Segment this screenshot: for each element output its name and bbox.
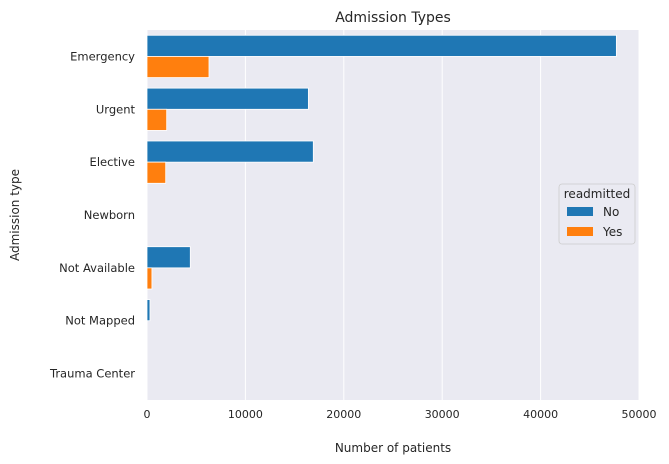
chart-title: Admission Types: [335, 10, 451, 26]
bar: [146, 56, 210, 78]
x-tick-label: 30000: [425, 408, 460, 421]
y-axis-label: Admission type: [8, 169, 22, 261]
y-tick-label: Newborn: [84, 208, 135, 222]
legend-label: Yes: [602, 225, 622, 239]
x-axis-label: Number of patients: [335, 441, 451, 455]
x-tick-label: 40000: [523, 408, 558, 421]
bar: [146, 108, 168, 131]
legend-label: No: [603, 205, 619, 219]
legend: readmitted No Yes: [558, 183, 636, 245]
bar: [146, 161, 167, 184]
y-tick-label: Not Mapped: [65, 314, 135, 328]
legend-swatch: [567, 207, 593, 216]
bar: [146, 34, 617, 57]
x-tick-labels: 0 10000 20000 30000 40000 50000: [144, 408, 657, 421]
bar: [146, 246, 191, 269]
x-tick-label: 0: [144, 408, 151, 421]
bars-group: [146, 34, 617, 322]
y-tick-label: Elective: [90, 155, 135, 169]
x-tick-label: 10000: [228, 408, 263, 421]
bar: [146, 267, 153, 290]
x-tick-label: 20000: [326, 408, 361, 421]
x-tick-label: 50000: [622, 408, 657, 421]
y-tick-label: Urgent: [96, 102, 136, 116]
y-tick-labels: Emergency Urgent Elective Newborn Not Availa…: [49, 49, 135, 380]
bar: [146, 87, 309, 110]
y-tick-label: Emergency: [70, 49, 135, 63]
legend-swatch: [567, 227, 593, 236]
bar: [146, 140, 314, 163]
y-tick-label: Not Available: [59, 261, 135, 275]
legend-title: readmitted: [564, 187, 630, 201]
bar: [146, 299, 151, 322]
y-tick-label: Trauma Center: [49, 367, 135, 381]
